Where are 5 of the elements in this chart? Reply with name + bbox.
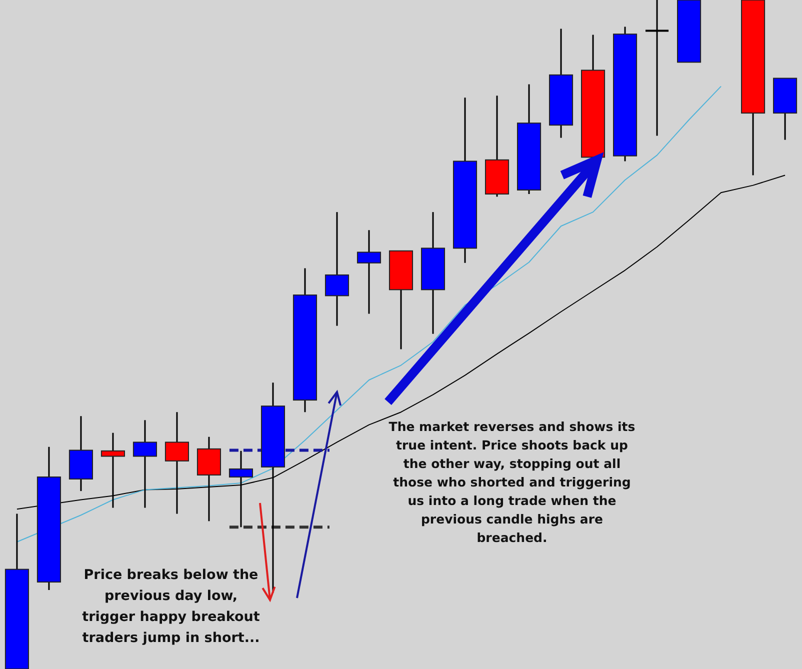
candlestick	[644, 0, 670, 137]
candlestick	[324, 211, 350, 327]
annotation: The market reverses and shows its true intent. Price shoots back up the other way, stopping out all those who shorted and triggering us into a long trade when the previous candle highs are breached.	[388, 419, 636, 545]
candlestick	[356, 229, 382, 315]
annotation: Price breaks below the previous day low, trigger happy breakout traders jump in short...	[82, 567, 260, 646]
